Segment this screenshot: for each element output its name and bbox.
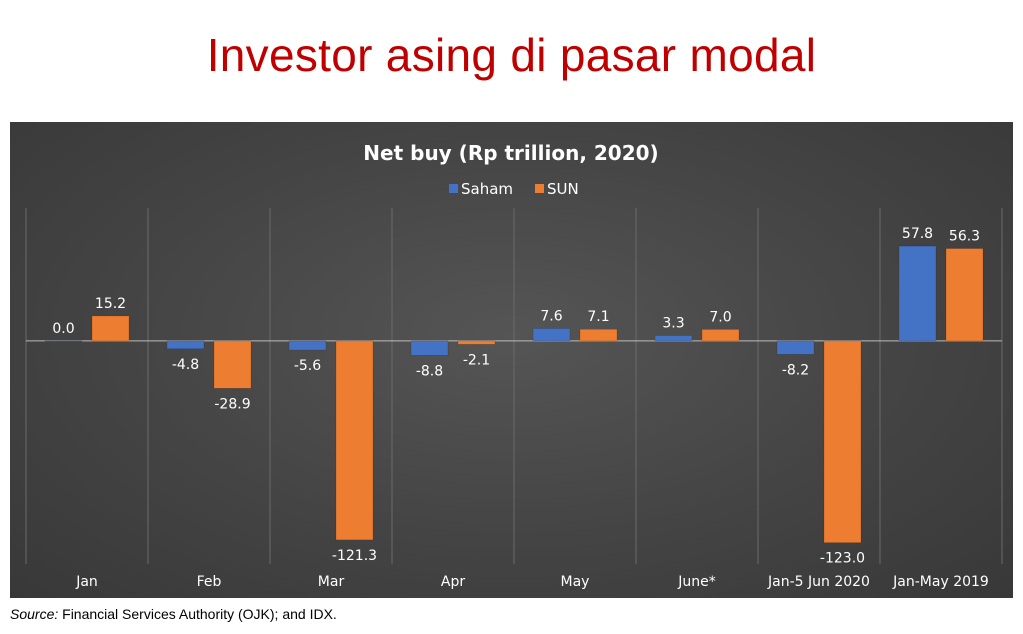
value-label-sun-june: 7.0 (709, 309, 731, 325)
bar-saham-mar (288, 340, 327, 351)
page-title: Investor asing di pasar modal (206, 29, 817, 81)
category-label-apr: Apr (441, 574, 465, 590)
bar-chart: Net buy (Rp trillion, 2020) Saham SUN 0.0… (25, 141, 1003, 590)
category-label-jan-5-jun-2020: Jan-5 Jun 2020 (767, 574, 870, 590)
value-label-sun-mar: -121.3 (332, 548, 377, 564)
bar-saham-june (654, 335, 693, 342)
value-label-sun-jan-5-jun-2020: -123.0 (820, 551, 865, 567)
value-label-saham-jan-5-jun-2020: -8.2 (782, 362, 809, 378)
category-label-jan: Jan (75, 574, 98, 590)
value-label-sun-jan: 15.2 (95, 296, 126, 312)
value-label-saham-jan-may-2019: 57.8 (902, 226, 933, 242)
value-label-saham-apr: -8.8 (416, 363, 443, 379)
bar-saham-jan (44, 340, 83, 342)
value-label-saham-mar: -5.6 (294, 358, 321, 374)
chart-title: Net buy (Rp trillion, 2020) (363, 141, 658, 165)
bar-saham-jan-5-jun-2020 (776, 340, 815, 355)
bar-saham-apr (410, 340, 449, 356)
value-label-saham-june: 3.3 (662, 315, 684, 331)
source-text: Financial Services Authority (OJK); and … (58, 606, 337, 622)
category-separators (25, 208, 1003, 564)
category-label-feb: Feb (197, 574, 222, 590)
value-label-saham-jan: 0.0 (52, 321, 74, 337)
source-prefix: Source: (10, 606, 59, 622)
value-label-sun-apr: -2.1 (463, 352, 490, 368)
bar-saham-may (532, 328, 571, 342)
legend-swatch-saham (449, 184, 458, 193)
legend-label-sun: SUN (547, 180, 579, 198)
value-label-sun-feb: -28.9 (214, 396, 250, 412)
value-label-sun-may: 7.1 (587, 309, 609, 325)
bar-sun-jan-5-jun-2020 (823, 340, 862, 543)
category-label-mar: Mar (318, 574, 345, 590)
category-label-may: May (561, 574, 590, 590)
value-label-saham-feb: -4.8 (172, 357, 199, 373)
bar-sun-june (701, 329, 740, 342)
chart-legend: Saham SUN (449, 180, 579, 198)
bar-sun-may (579, 328, 618, 342)
value-label-saham-may: 7.6 (540, 308, 562, 324)
legend-label-saham: Saham (461, 180, 513, 198)
source-note: Source: Financial Services Authority (OJ… (10, 606, 337, 622)
value-labels: 0.0 15.2 -4.8 -28.9 -5.6 -121.3 -8.8 -2.1 7.6 7.1… (52, 226, 980, 567)
bar-sun-apr (457, 340, 496, 345)
bar-sun-mar (335, 340, 374, 541)
bar-sun-jan (91, 315, 130, 342)
category-label-june: June* (677, 574, 716, 590)
bar-saham-feb (166, 340, 205, 350)
bar-saham-jan-may-2019 (898, 245, 937, 342)
bar-sun-jan-may-2019 (945, 248, 984, 342)
bars (44, 245, 984, 543)
category-label-jan-may-2019: Jan-May 2019 (892, 574, 989, 590)
value-label-sun-jan-may-2019: 56.3 (949, 229, 980, 245)
chart-panel: Net buy (Rp trillion, 2020) Saham SUN 0.0… (10, 122, 1013, 598)
legend-swatch-sun (535, 184, 544, 193)
category-labels: Jan Feb Mar Apr May June* Jan-5 Jun 2020 Jan-Ma… (75, 574, 989, 590)
bar-sun-feb (213, 340, 252, 389)
